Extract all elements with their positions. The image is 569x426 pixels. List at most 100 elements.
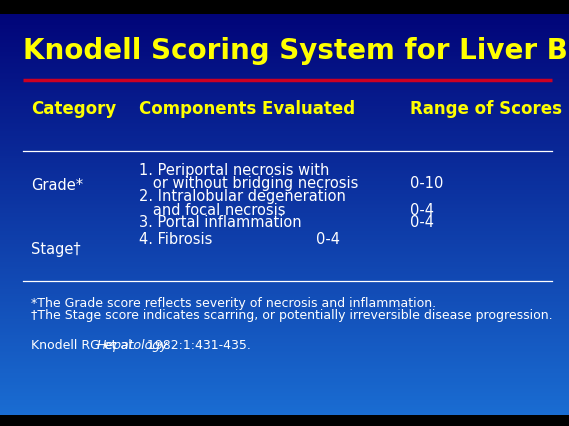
Bar	[0, 393, 569, 395]
Bar	[0, 115, 569, 116]
Bar	[0, 230, 569, 231]
Bar	[0, 18, 569, 20]
Bar	[0, 371, 569, 372]
Bar	[0, 413, 569, 414]
Bar	[0, 201, 569, 203]
Bar	[0, 225, 569, 226]
Bar	[0, 14, 569, 16]
Bar	[0, 92, 569, 94]
Text: Components Evaluated: Components Evaluated	[139, 100, 356, 118]
Bar	[0, 34, 569, 35]
Bar	[0, 173, 569, 175]
Bar	[0, 294, 569, 295]
Bar	[0, 190, 569, 192]
Bar	[0, 237, 569, 239]
Bar	[0, 65, 569, 67]
Bar	[0, 132, 569, 133]
Bar	[0, 388, 569, 389]
Bar	[0, 250, 569, 251]
Bar	[0, 82, 569, 84]
Text: 0-10: 0-10	[410, 176, 443, 191]
Bar	[0, 61, 569, 63]
Bar	[0, 142, 569, 144]
Bar	[0, 183, 569, 184]
Text: Knodell RG et al.: Knodell RG et al.	[31, 339, 144, 351]
Bar	[0, 287, 569, 288]
Bar	[0, 176, 569, 178]
Bar	[0, 29, 569, 30]
Bar	[0, 324, 569, 325]
Bar	[0, 38, 569, 40]
Bar	[0, 416, 569, 417]
Bar	[0, 158, 569, 159]
Text: †The Stage score indicates scarring, or potentially irreversible disease progres: †The Stage score indicates scarring, or …	[31, 308, 553, 321]
Bar	[0, 54, 569, 55]
Bar	[0, 278, 569, 280]
Bar	[0, 95, 569, 97]
Bar	[0, 236, 569, 237]
Bar	[0, 307, 569, 308]
Bar	[0, 403, 569, 405]
Bar	[0, 170, 569, 172]
Bar	[0, 129, 569, 131]
Bar	[0, 295, 569, 297]
Bar	[0, 314, 569, 315]
Bar	[0, 412, 569, 413]
Bar	[0, 335, 569, 337]
Bar	[0, 69, 569, 71]
Bar	[0, 341, 569, 342]
Text: or without bridging necrosis: or without bridging necrosis	[139, 176, 359, 191]
Bar	[0, 366, 569, 368]
Bar	[0, 277, 569, 278]
Bar	[0, 102, 569, 104]
Bar	[0, 10, 569, 12]
Bar	[0, 216, 569, 217]
Bar	[0, 30, 569, 31]
Bar	[0, 162, 569, 163]
Bar	[0, 400, 569, 402]
Bar	[0, 133, 569, 135]
Bar	[0, 374, 569, 375]
Bar	[0, 276, 569, 277]
Bar	[0, 408, 569, 409]
Bar	[0, 288, 569, 290]
Bar	[0, 342, 569, 344]
Bar	[0, 322, 569, 324]
Bar	[0, 320, 569, 321]
Bar	[0, 186, 569, 187]
Bar	[0, 210, 569, 212]
Bar	[0, 256, 569, 257]
Bar	[0, 84, 569, 85]
Bar	[0, 3, 569, 4]
Bar	[0, 372, 569, 374]
Bar	[0, 207, 569, 209]
Bar	[0, 118, 569, 119]
Text: and focal necrosis: and focal necrosis	[139, 202, 286, 217]
Bar	[0, 264, 569, 265]
Bar	[0, 301, 569, 302]
Bar	[0, 290, 569, 291]
Bar	[0, 246, 569, 247]
Bar	[0, 365, 569, 366]
Bar	[0, 119, 569, 121]
Bar	[0, 144, 569, 145]
Bar	[0, 379, 569, 380]
Bar	[0, 386, 569, 388]
Bar	[0, 217, 569, 219]
Bar	[0, 111, 569, 112]
Bar	[0, 260, 569, 261]
Bar	[0, 369, 569, 371]
Bar	[0, 209, 569, 210]
Bar	[0, 321, 569, 322]
Bar	[0, 114, 569, 115]
Bar	[0, 43, 569, 44]
Bar	[0, 357, 569, 358]
Bar	[0, 67, 569, 68]
Bar	[0, 97, 569, 98]
Bar	[0, 99, 569, 101]
Bar	[0, 359, 569, 361]
Bar	[0, 361, 569, 362]
Bar	[0, 226, 569, 227]
Bar	[0, 293, 569, 294]
Bar	[0, 121, 569, 122]
